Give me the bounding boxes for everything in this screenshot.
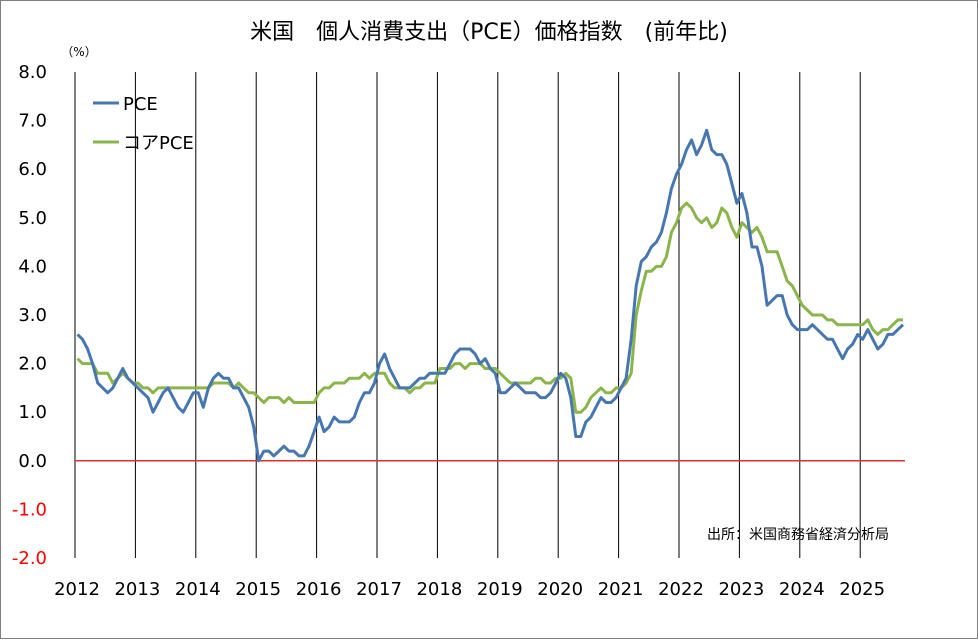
y-tick-label: 6.0 bbox=[18, 159, 47, 180]
legend-entry-pce: PCE bbox=[93, 94, 158, 115]
x-tick-label: 2018 bbox=[416, 579, 462, 600]
x-tick-label: 2013 bbox=[114, 579, 160, 600]
series-line-core-pce bbox=[76, 201, 903, 414]
source-note: 出所：米国商務省経済分析局 bbox=[707, 527, 889, 543]
vertical-gridlines bbox=[74, 72, 861, 558]
y-tick-label: 8.0 bbox=[18, 62, 47, 83]
y-tick-label: -2.0 bbox=[12, 548, 47, 569]
x-tick-label: 2021 bbox=[598, 579, 644, 600]
chart-title: 米国 個人消費支出（PCE）価格指数 (前年比) bbox=[250, 20, 728, 45]
legend-entry-core-pce: コアPCE bbox=[93, 133, 194, 154]
x-tick-label: 2017 bbox=[356, 579, 402, 600]
y-tick-label: 0.0 bbox=[18, 451, 47, 472]
legend-label-core-pce: コアPCE bbox=[123, 133, 194, 154]
x-axis-ticks: 2012 2013 2014 2015 2016 2017 2018 2019 2020 2021… bbox=[54, 579, 885, 600]
legend: PCE コアPCE bbox=[93, 94, 194, 154]
x-tick-label: 2023 bbox=[718, 579, 764, 600]
series-lines bbox=[76, 128, 905, 463]
series-line-pce bbox=[76, 128, 905, 463]
legend-label-pce: PCE bbox=[123, 94, 158, 115]
y-tick-label: 1.0 bbox=[18, 402, 47, 423]
y-tick-label: 5.0 bbox=[18, 208, 47, 229]
x-tick-label: 2019 bbox=[477, 579, 523, 600]
x-tick-label: 2016 bbox=[296, 579, 342, 600]
y-axis-ticks: 8.0 7.0 6.0 5.0 4.0 3.0 2.0 1.0 0.0 -1.0 -2.0 bbox=[12, 62, 47, 569]
x-tick-label: 2020 bbox=[537, 579, 583, 600]
y-tick-label: -1.0 bbox=[12, 499, 47, 520]
y-tick-label: 7.0 bbox=[18, 111, 47, 132]
x-tick-label: 2014 bbox=[175, 579, 221, 600]
y-tick-label: 2.0 bbox=[18, 354, 47, 375]
y-tick-label: 4.0 bbox=[18, 256, 47, 277]
x-tick-label: 2022 bbox=[658, 579, 704, 600]
x-tick-label: 2015 bbox=[235, 579, 281, 600]
y-axis-unit-label: （%） bbox=[61, 45, 96, 59]
x-tick-label: 2024 bbox=[779, 579, 825, 600]
y-tick-label: 3.0 bbox=[18, 305, 47, 326]
x-tick-label: 2025 bbox=[839, 579, 885, 600]
x-tick-label: 2012 bbox=[54, 579, 100, 600]
